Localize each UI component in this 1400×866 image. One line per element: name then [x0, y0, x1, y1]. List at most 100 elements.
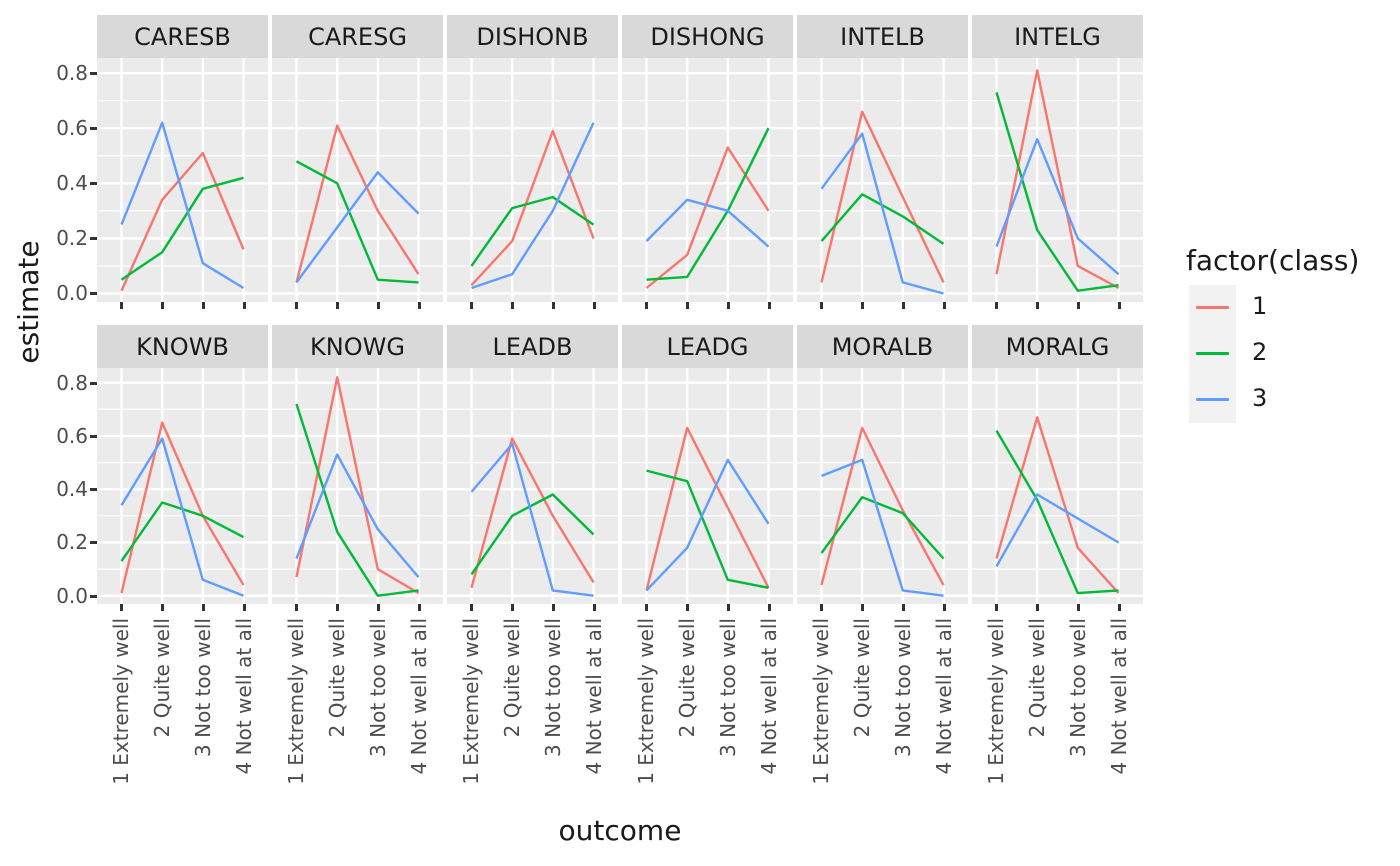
panel-background [97, 368, 268, 604]
facet-plot [272, 368, 443, 604]
x-tick-label: 4 Not well at all [406, 618, 431, 775]
facet-strip: DISHONG [622, 15, 793, 58]
panel-background [622, 368, 793, 604]
x-axis-tick [686, 302, 689, 309]
line-class-2 [470, 493, 595, 576]
x-axis-tick [336, 302, 339, 309]
line-class-3 [295, 171, 420, 284]
x-tick-label: 1 Extremely well [459, 618, 484, 785]
x-axis-tick [727, 604, 730, 611]
y-tick-label: 0.2 [56, 530, 88, 554]
x-axis-tick [1036, 302, 1039, 309]
y-axis-tick [90, 237, 97, 240]
line-class-3 [471, 122, 595, 290]
x-axis-tick [943, 604, 946, 611]
legend-entry-label: 1 [1252, 292, 1268, 320]
y-tick-label: 0.0 [56, 584, 88, 608]
line-class-2 [820, 495, 945, 560]
line-class-1 [645, 426, 770, 591]
x-tick-label: 1 Extremely well [984, 618, 1009, 785]
x-tick-label: 3 Not too well [365, 618, 390, 757]
line-class-1 [820, 110, 945, 283]
x-axis-tick [727, 302, 730, 309]
legend-entry-label: 3 [1252, 384, 1268, 412]
facet-strip-label: LEADG [666, 332, 749, 361]
line-class-2 [646, 469, 769, 589]
line-class-1 [645, 146, 770, 289]
x-axis-tick [995, 604, 998, 611]
x-tick-label: 3 Not too well [715, 618, 740, 757]
y-axis-tick [90, 292, 97, 295]
line-class-2 [120, 176, 244, 281]
facet-strip: CARESG [272, 15, 443, 58]
line-class-2 [470, 195, 595, 267]
x-axis-tick [902, 604, 905, 611]
x-tick-label: 1 Extremely well [634, 618, 659, 785]
line-class-1 [470, 129, 595, 287]
line-class-2 [646, 127, 770, 281]
line-class-3 [470, 442, 594, 597]
facet-strip: LEADG [622, 325, 793, 368]
x-axis-tick [768, 604, 771, 611]
x-axis-tick [243, 604, 246, 611]
x-axis-tick [1118, 604, 1121, 611]
y-axis-tick [90, 435, 97, 438]
x-axis-tick [418, 604, 421, 611]
x-axis-tick [861, 302, 864, 309]
facet-plot [622, 58, 793, 302]
x-axis-tick [295, 604, 298, 611]
x-tick-label: 3 Not too well [540, 618, 565, 757]
line-class-2 [295, 160, 419, 284]
line-class-3 [645, 458, 770, 592]
legend-key-line [1196, 352, 1229, 355]
x-axis-tick [995, 302, 998, 309]
x-axis-tick [686, 604, 689, 611]
x-axis-tick [861, 604, 864, 611]
x-axis-tick [593, 604, 596, 611]
x-axis-tick [295, 302, 298, 309]
line-class-1 [470, 437, 595, 589]
y-axis-tick [90, 127, 97, 130]
facet-strip: INTELB [797, 15, 968, 58]
facet-plot [97, 58, 268, 302]
facet-strip-label: CARESG [308, 22, 407, 51]
line-class-3 [995, 137, 1120, 276]
x-axis-tick [470, 604, 473, 611]
facet-plot [272, 58, 443, 302]
line-class-3 [820, 132, 944, 295]
y-tick-label: 0.8 [56, 371, 88, 395]
x-axis-tick [820, 604, 823, 611]
facet-strip-label: LEADB [492, 332, 573, 361]
facet-strip-label: MORALB [831, 332, 934, 361]
facet-strip: DISHONB [447, 15, 618, 58]
line-class-2 [295, 403, 419, 597]
facet-strip-label: DISHONB [476, 22, 589, 51]
x-axis-tick [418, 302, 421, 309]
facet-strip-label: INTELB [840, 22, 925, 51]
x-axis-tick [645, 302, 648, 309]
facet-strip: INTELG [972, 15, 1143, 58]
facet-plot [972, 368, 1143, 604]
facet-plot [797, 58, 968, 302]
x-axis-tick [511, 302, 514, 309]
y-tick-label: 0.0 [56, 281, 88, 305]
line-class-3 [120, 121, 245, 290]
facet-strip-label: INTELG [1014, 22, 1101, 51]
facet-strip: MORALB [797, 325, 968, 368]
x-axis-tick [377, 604, 380, 611]
line-class-1 [820, 426, 945, 586]
panel-background [622, 58, 793, 302]
x-tick-label: 3 Not too well [1065, 618, 1090, 757]
x-tick-label: 2 Quite well [325, 618, 350, 738]
x-axis-tick [120, 604, 123, 611]
y-tick-label: 0.4 [56, 477, 88, 501]
x-tick-label: 2 Quite well [500, 618, 525, 738]
x-axis-tick [552, 302, 555, 309]
y-axis-tick [90, 488, 97, 491]
x-tick-label: 3 Not too well [890, 618, 915, 757]
facet-strip-label: DISHONG [650, 22, 765, 51]
x-tick-label: 1 Extremely well [284, 618, 309, 785]
x-tick-label: 4 Not well at all [581, 618, 606, 775]
line-class-3 [995, 493, 1120, 567]
